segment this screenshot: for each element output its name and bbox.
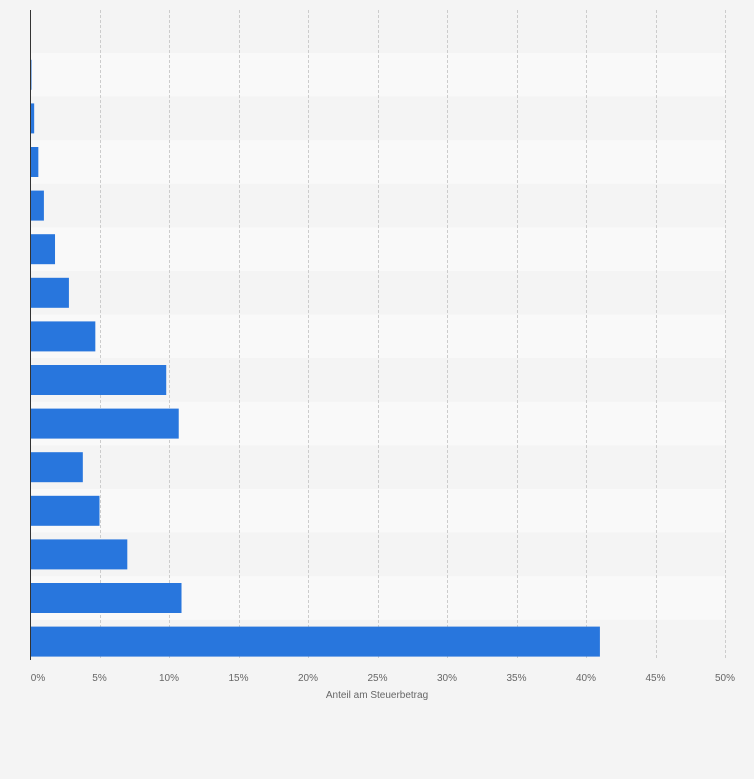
x-tick-label: 25% bbox=[367, 673, 387, 684]
row-bands bbox=[30, 53, 725, 664]
x-axis-title: Anteil am Steuerbetrag bbox=[326, 690, 428, 701]
x-tick-labels: 0% 5% 10% 15% 20% 25% 30% 35% 40% 45% 50% bbox=[31, 673, 735, 684]
bar bbox=[30, 408, 179, 439]
x-tick-label: 5% bbox=[92, 673, 107, 684]
x-tick-label: 10% bbox=[159, 673, 179, 684]
bar bbox=[30, 234, 56, 265]
row-band bbox=[30, 532, 725, 577]
bar bbox=[30, 452, 83, 483]
bar bbox=[30, 277, 69, 308]
bar bbox=[30, 539, 128, 570]
row-band bbox=[30, 489, 725, 533]
bar bbox=[30, 103, 35, 134]
row-band bbox=[30, 445, 725, 489]
x-tick-label: 15% bbox=[228, 673, 248, 684]
bar bbox=[30, 321, 96, 352]
row-band bbox=[30, 314, 725, 359]
row-band bbox=[30, 53, 725, 97]
x-tick-label: 0% bbox=[31, 673, 46, 684]
row-band bbox=[30, 140, 725, 184]
bar bbox=[30, 190, 44, 221]
x-tick-label: 40% bbox=[576, 673, 596, 684]
row-band bbox=[30, 271, 725, 315]
bar bbox=[30, 495, 100, 526]
bar bbox=[30, 626, 600, 657]
x-tick-label: 50% bbox=[715, 673, 735, 684]
row-band bbox=[30, 96, 725, 141]
bar bbox=[30, 147, 39, 177]
bar bbox=[30, 583, 182, 613]
x-tick-label: 35% bbox=[506, 673, 526, 684]
bar bbox=[30, 365, 167, 395]
x-tick-label: 30% bbox=[437, 673, 457, 684]
x-tick-label: 20% bbox=[298, 673, 318, 684]
x-tick-label: 45% bbox=[645, 673, 665, 684]
row-band bbox=[30, 183, 725, 228]
bars bbox=[30, 59, 600, 657]
row-band bbox=[30, 227, 725, 271]
